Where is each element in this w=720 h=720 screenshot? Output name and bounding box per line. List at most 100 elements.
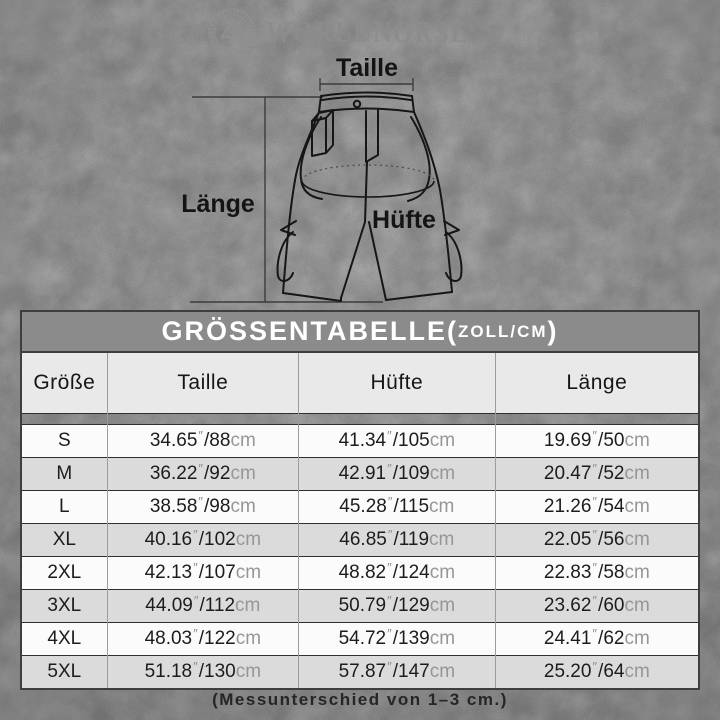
cm-label: cm [429, 462, 456, 484]
cm-value: 129 [398, 594, 430, 616]
cm-label: cm [429, 429, 456, 451]
inch-mark: ″ [193, 658, 198, 674]
inch-value: 48.03 [144, 627, 193, 649]
hip-cell: 45.28″/115cm [297, 489, 496, 523]
length-label: Länge [181, 190, 255, 218]
inch-mark: ″ [387, 592, 392, 608]
length-cell: 23.62″/60cm [494, 588, 698, 622]
inch-value: 22.83 [543, 561, 592, 583]
inch-value: 23.62 [543, 594, 592, 616]
length-cell: 22.05″/56cm [494, 522, 698, 556]
cm-label: cm [624, 561, 650, 583]
inch-value: 40.16 [144, 528, 193, 550]
waist-cell: 44.09″/112cm [106, 588, 299, 622]
inch-mark: ″ [592, 625, 598, 641]
cm-value: 60 [603, 594, 625, 616]
cm-label: cm [429, 660, 456, 682]
inch-mark: ″ [193, 592, 199, 608]
column-header-length: Länge [494, 353, 698, 413]
slash: / [198, 627, 205, 649]
waist-cell: 48.03″/122cm [106, 621, 299, 655]
table-row-4xl: 4XL 48.03″/122cm 54.72″/139cm 24.41″/62c… [22, 621, 698, 655]
inch-value: 48.82 [338, 561, 387, 583]
inch-mark: ″ [387, 559, 392, 575]
table-row-s: S 34.65″/88cm 41.34″/105cm 19.69″/50cm [22, 423, 698, 457]
table-title: GRÖSSENTABELLE( [161, 316, 458, 346]
hip-cell: 50.79″/129cm [297, 588, 496, 622]
inch-value: 46.85 [339, 528, 387, 550]
size-cell: 5XL [22, 654, 108, 688]
cm-label: cm [230, 429, 256, 451]
cm-value: 52 [603, 462, 625, 484]
cm-label: cm [230, 462, 256, 484]
cm-value: 56 [603, 528, 625, 550]
slash: / [204, 495, 210, 517]
cm-label: cm [624, 462, 650, 484]
table-title-bar: GRÖSSENTABELLE(ZOLL/CM) [22, 312, 698, 353]
column-header-waist: Taille [106, 353, 299, 413]
size-cell: 4XL [22, 621, 108, 655]
length-cell: 22.83″/58cm [494, 555, 698, 589]
table-title-close: ) [547, 316, 559, 346]
cm-label: cm [235, 561, 262, 583]
table-row-3xl: 3XL 44.09″/112cm 50.79″/129cm 23.62″/60c… [22, 588, 698, 622]
inch-value: 25.20 [543, 660, 592, 682]
slash: / [198, 528, 205, 550]
slash: / [198, 660, 205, 682]
inch-mark: ″ [387, 625, 392, 641]
inch-value: 34.65 [149, 429, 198, 451]
cm-label: cm [429, 627, 456, 649]
inch-value: 51.18 [144, 660, 193, 682]
slash: / [392, 660, 399, 682]
table-row-xl: XL 40.16″/102cm 46.85″/119cm 22.05″/56cm [22, 522, 698, 556]
inch-mark: ″ [198, 493, 204, 509]
cm-label: cm [624, 528, 650, 550]
hip-cell: 41.34″/105cm [297, 423, 496, 457]
inch-value: 42.13 [144, 561, 193, 583]
brand-header: WORLDNORSE [0, 6, 720, 58]
inch-mark: ″ [592, 658, 598, 674]
length-cell: 19.69″/50cm [494, 423, 698, 457]
cm-value: 58 [603, 561, 625, 583]
length-cell: 20.47″/52cm [494, 456, 698, 490]
slash: / [598, 462, 604, 484]
cm-label: cm [235, 627, 262, 649]
cm-label: cm [230, 495, 256, 517]
cm-value: 124 [398, 561, 430, 583]
size-cell: 2XL [22, 555, 108, 589]
size-table: Größe Taille Hüfte Länge S 34.65″/88cm 4… [22, 353, 698, 688]
cm-label: cm [235, 660, 262, 682]
inch-mark: ″ [193, 625, 198, 641]
inch-value: 41.34 [338, 429, 387, 451]
valknut-logo-icon [208, 8, 256, 56]
inch-value: 21.26 [543, 495, 592, 517]
cm-value: 130 [204, 660, 236, 682]
inch-value: 42.91 [338, 462, 387, 484]
table-row-m: M 36.22″/92cm 42.91″/109cm 20.47″/52cm [22, 456, 698, 490]
slash: / [598, 594, 604, 616]
hip-cell: 57.87″/147cm [297, 654, 496, 688]
cm-value: 98 [209, 495, 231, 517]
cm-value: 112 [204, 594, 236, 616]
cm-value: 107 [204, 561, 236, 583]
size-table-panel: GRÖSSENTABELLE(ZOLL/CM) Größe Taille Hüf… [20, 310, 700, 690]
slash: / [393, 495, 399, 517]
size-cell: XL [22, 522, 108, 556]
inch-mark: ″ [198, 427, 204, 443]
cm-label: cm [235, 528, 262, 550]
size-cell: L [22, 489, 108, 523]
slash: / [204, 462, 210, 484]
table-title-unit: ZOLL/CM [457, 321, 548, 341]
cm-value: 54 [603, 495, 625, 517]
slash: / [598, 660, 604, 682]
table-row-5xl: 5XL 51.18″/130cm 57.87″/147cm 25.20″/64c… [22, 654, 698, 688]
cm-label: cm [429, 594, 456, 616]
cm-value: 102 [204, 528, 236, 550]
slash: / [392, 462, 399, 484]
inch-mark: ″ [387, 526, 393, 542]
inch-value: 19.69 [543, 429, 592, 451]
inch-mark: ″ [387, 658, 392, 674]
inch-value: 36.22 [149, 462, 198, 484]
cm-label: cm [624, 495, 650, 517]
